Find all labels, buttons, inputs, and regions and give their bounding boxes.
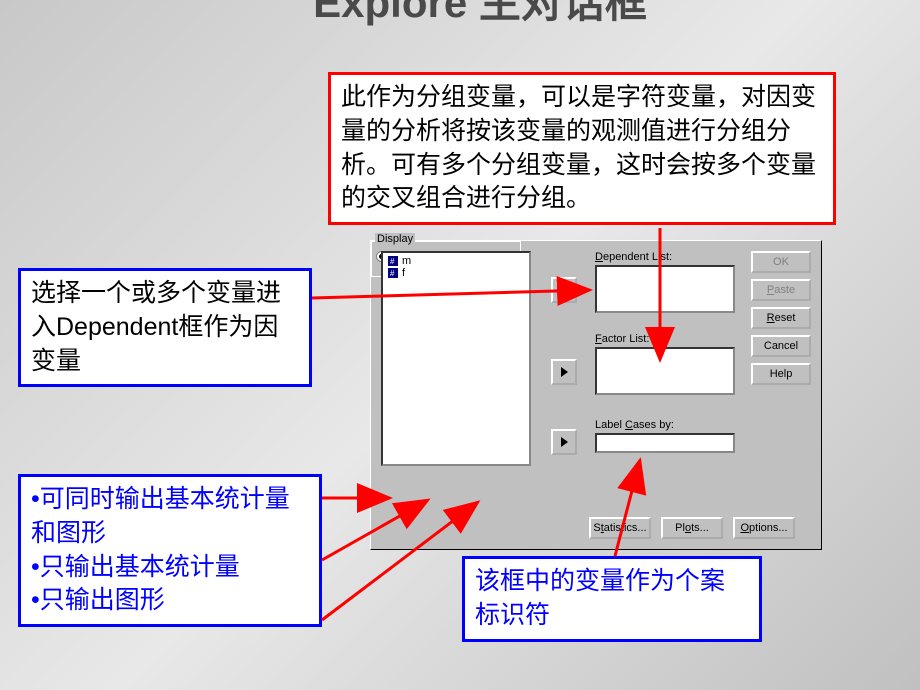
factor-list-label: Factor List: [595,333,649,345]
label-cases-label: Label Cases by: [595,419,674,431]
callout-text: •可同时输出基本统计量和图形 •只输出基本统计量 •只输出图形 [31,483,309,618]
list-item[interactable]: # m [385,255,527,267]
move-to-factor-button[interactable] [551,359,577,385]
variable-icon: # [387,267,399,279]
cancel-button[interactable]: Cancel [751,335,811,357]
callout-left: 选择一个或多个变量进入Dependent框作为因变量 [18,268,312,387]
help-button[interactable]: Help [751,363,811,385]
factor-list[interactable] [595,347,735,395]
dependent-list[interactable] [595,265,735,313]
callout-text: 选择一个或多个变量进入Dependent框作为因变量 [31,277,299,378]
callout-bottom-left: •可同时输出基本统计量和图形 •只输出基本统计量 •只输出图形 [18,474,322,627]
svg-text:#: # [390,269,395,278]
svg-text:#: # [390,257,395,266]
ok-button[interactable]: OK [751,251,811,273]
move-to-dependent-button[interactable] [551,277,577,303]
move-to-label-button[interactable] [551,429,577,455]
variable-label: m [402,255,411,267]
page-title: Explore 主对话框 [230,0,730,26]
display-group-label: Display [375,233,415,245]
statistics-button[interactable]: Statistics... [589,517,651,539]
label-cases-input[interactable] [595,433,735,453]
explore-dialog: # m # f Dependent List: Factor List: Lab… [370,240,822,550]
callout-top: 此作为分组变量，可以是字符变量，对因变量的分析将按该变量的观测值进行分组分析。可… [328,72,836,225]
plots-button[interactable]: Plots... [661,517,723,539]
reset-button[interactable]: Reset [751,307,811,329]
callout-bottom-right: 该框中的变量作为个案标识符 [462,556,762,642]
callout-text: 此作为分组变量，可以是字符变量，对因变量的分析将按该变量的观测值进行分组分析。可… [341,81,823,216]
list-item[interactable]: # f [385,267,527,279]
variable-list[interactable]: # m # f [381,251,531,466]
dependent-list-label: Dependent List: [595,251,672,263]
variable-icon: # [387,255,399,267]
paste-button[interactable]: Paste [751,279,811,301]
options-button[interactable]: Options... [733,517,795,539]
callout-text: 该框中的变量作为个案标识符 [475,565,749,633]
variable-label: f [402,267,405,279]
